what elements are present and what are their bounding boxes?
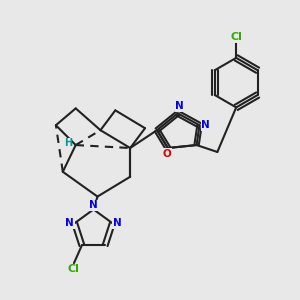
Text: N: N (201, 120, 210, 130)
Text: N: N (65, 218, 74, 228)
Text: N: N (175, 101, 184, 111)
Text: N: N (113, 218, 122, 228)
Text: N: N (89, 200, 98, 211)
Text: Cl: Cl (67, 264, 79, 274)
Text: O: O (163, 149, 171, 159)
Text: Cl: Cl (230, 32, 242, 42)
Text: H: H (64, 138, 72, 148)
